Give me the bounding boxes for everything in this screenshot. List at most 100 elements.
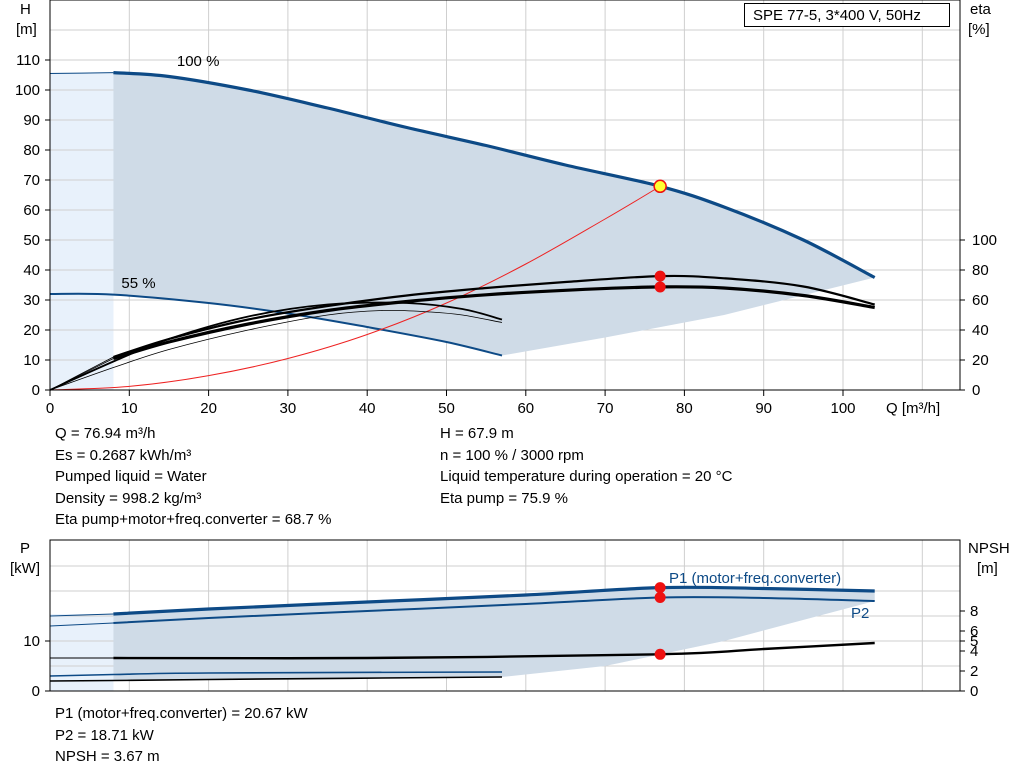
x-tick-label: 30 bbox=[280, 400, 297, 417]
curve-label-100: 100 % bbox=[177, 53, 220, 70]
npsh-tick-label: 2 bbox=[970, 663, 978, 680]
p2-low-flow bbox=[49, 622, 114, 627]
npsh-curve bbox=[113, 641, 875, 660]
info-right: H = 67.9 m n = 100 % / 3000 rpm Liquid t… bbox=[440, 423, 732, 509]
info-head: H = 67.9 m bbox=[440, 425, 514, 442]
eta-tick-label: 20 bbox=[972, 352, 989, 369]
info-liquid: Pumped liquid = Water bbox=[55, 468, 207, 485]
info-bottom: P1 (motor+freq.converter) = 20.67 kW P2 … bbox=[55, 703, 308, 768]
upper-low-flow-area bbox=[50, 72, 114, 390]
info-flow: Q = 76.94 m³/h bbox=[55, 425, 156, 442]
op-point-p1 bbox=[654, 582, 666, 594]
p2-curve-min-speed bbox=[49, 676, 503, 682]
h-tick-label: 20 bbox=[23, 322, 40, 339]
eta-tick-label: 100 bbox=[972, 232, 997, 249]
info-energy: Es = 0.2687 kWh/m³ bbox=[55, 446, 192, 464]
system-curve bbox=[49, 185, 661, 391]
info-density: Density = 998.2 kg/m³ bbox=[55, 489, 202, 507]
title-box: SPE 77-5, 3*400 V, 50Hz bbox=[744, 3, 950, 27]
op-point-npsh bbox=[654, 648, 666, 660]
x-tick-label: 80 bbox=[676, 400, 693, 417]
label-p1-curve: P1 (motor+freq.converter) bbox=[669, 570, 841, 587]
info-eta-total: Eta pump+motor+freq.converter = 68.7 % bbox=[55, 511, 332, 528]
npsh-tick-label: 4 bbox=[970, 643, 978, 660]
h-axis-unit: [m] bbox=[16, 21, 37, 38]
h-curve-55 bbox=[49, 292, 503, 357]
h-tick-label: 100 bbox=[15, 82, 40, 99]
upper-range-area bbox=[113, 72, 875, 356]
x-tick-label: 40 bbox=[359, 400, 376, 417]
eta-tick-label: 60 bbox=[972, 292, 989, 309]
eta-tick-label: 80 bbox=[972, 262, 989, 279]
x-tick-label: 20 bbox=[200, 400, 217, 417]
op-point-eta-total bbox=[654, 281, 666, 293]
npsh-tick-label: 6 bbox=[970, 623, 978, 640]
h-curve-100 bbox=[113, 71, 876, 279]
info-left: Q = 76.94 m³/h Es = 0.2687 kWh/m³ Pumped… bbox=[55, 423, 331, 531]
eta-total-curve bbox=[112, 285, 875, 361]
eta-pump-curve bbox=[113, 274, 875, 359]
lower-frame bbox=[49, 539, 961, 692]
h-tick-label: 60 bbox=[23, 202, 40, 219]
h-100-low-flow bbox=[49, 72, 114, 74]
h-tick-label: 30 bbox=[23, 292, 40, 309]
axes bbox=[45, 0, 965, 692]
p-tick-label: 10 bbox=[23, 633, 40, 650]
eta-axis-label: eta bbox=[970, 1, 992, 18]
x-tick-label: 70 bbox=[597, 400, 614, 417]
eta-axis-unit: [%] bbox=[968, 21, 990, 38]
p-axis-unit: [kW] bbox=[10, 560, 40, 577]
x-tick-label: 10 bbox=[121, 400, 138, 417]
h-tick-label: 10 bbox=[23, 352, 40, 369]
eta-pump-low-flow bbox=[49, 356, 114, 391]
npsh-tick-label: 8 bbox=[970, 603, 978, 620]
p-tick-label: 0 bbox=[32, 683, 40, 700]
lower-range-area bbox=[113, 587, 875, 681]
npsh-axis-label: NPSH bbox=[968, 540, 1010, 557]
x-tick-label: 0 bbox=[46, 400, 54, 417]
npsh-tick-label: 5 bbox=[970, 633, 978, 650]
eta-tick-label: 0 bbox=[972, 382, 980, 399]
h-tick-label: 90 bbox=[23, 112, 40, 129]
info-p2: P2 = 18.71 kW bbox=[55, 726, 154, 744]
lower-low-flow-area bbox=[50, 614, 114, 691]
h-tick-label: 50 bbox=[23, 232, 40, 249]
info-eta-pump: Eta pump = 75.9 % bbox=[440, 489, 568, 507]
h-tick-label: 0 bbox=[32, 382, 40, 399]
p2-curve bbox=[113, 596, 875, 624]
p1-curve-min-speed bbox=[49, 671, 503, 677]
p-axis-label: P bbox=[20, 540, 30, 557]
op-point-eta-pump bbox=[654, 270, 666, 282]
upper-frame bbox=[49, 0, 961, 391]
curves bbox=[49, 71, 876, 682]
x-tick-label: 90 bbox=[755, 400, 772, 417]
eta-curve-min-speed bbox=[49, 301, 503, 391]
x-axis-label: Q [m³/h] bbox=[886, 400, 940, 417]
h-tick-label: 70 bbox=[23, 172, 40, 189]
info-npsh: NPSH = 3.67 m bbox=[55, 748, 160, 765]
label-p2-curve: P2 bbox=[851, 605, 869, 622]
npsh-tick-label: 0 bbox=[970, 683, 978, 700]
x-tick-label: 60 bbox=[517, 400, 534, 417]
info-p1: P1 (motor+freq.converter) = 20.67 kW bbox=[55, 705, 308, 722]
eta-tick-label: 40 bbox=[972, 322, 989, 339]
duty-point-h bbox=[653, 179, 667, 194]
info-temperature: Liquid temperature during operation = 20… bbox=[440, 468, 733, 485]
axis-labels: 0 10 20 30 40 50 60 70 80 90 100 Q [m³/h]0102030405… bbox=[10, 1, 1010, 700]
npsh-axis-unit: [m] bbox=[977, 560, 998, 577]
op-point-p2 bbox=[654, 591, 666, 603]
eta-curve-min-speed-thin bbox=[49, 309, 503, 391]
p1-curve bbox=[113, 585, 875, 616]
h-axis-label: H bbox=[20, 1, 31, 18]
h-tick-label: 110 bbox=[16, 52, 40, 69]
title-text: SPE 77-5, 3*400 V, 50Hz bbox=[753, 7, 921, 24]
curve-label-55: 55 % bbox=[121, 275, 155, 292]
p1-low-flow bbox=[49, 613, 114, 617]
x-tick-label: 50 bbox=[438, 400, 455, 417]
h-tick-label: 80 bbox=[23, 142, 40, 159]
operating-points bbox=[653, 179, 667, 660]
h-tick-label: 40 bbox=[23, 262, 40, 279]
x-tick-label: 100 bbox=[830, 400, 855, 417]
info-speed: n = 100 % / 3000 rpm bbox=[440, 446, 584, 464]
